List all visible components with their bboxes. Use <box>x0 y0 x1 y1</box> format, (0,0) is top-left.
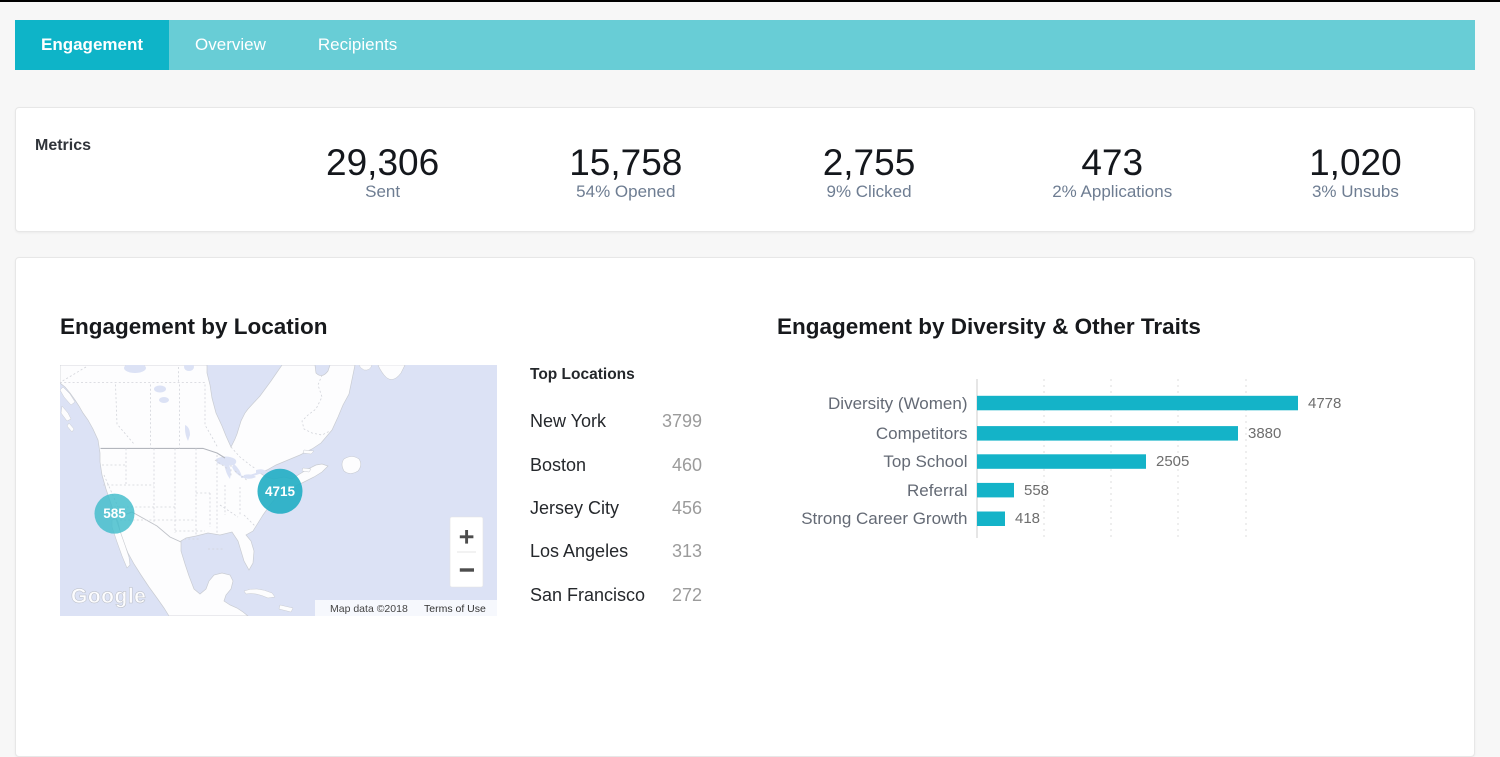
svg-text:4715: 4715 <box>265 484 296 499</box>
svg-text:Terms of Use: Terms of Use <box>424 603 486 615</box>
svg-text:Competitors: Competitors <box>876 424 968 443</box>
svg-text:Diversity (Women): Diversity (Women) <box>828 394 967 413</box>
svg-text:Referral: Referral <box>907 481 967 500</box>
svg-text:418: 418 <box>1015 510 1040 527</box>
svg-text:Google: Google <box>71 585 146 608</box>
svg-text:Map data ©2018: Map data ©2018 <box>330 603 408 615</box>
svg-text:2505: 2505 <box>1156 453 1189 470</box>
svg-text:558: 558 <box>1024 482 1049 499</box>
svg-text:4778: 4778 <box>1308 395 1341 412</box>
svg-text:585: 585 <box>103 506 126 521</box>
svg-text:Strong Career Growth: Strong Career Growth <box>801 509 967 528</box>
svg-text:3880: 3880 <box>1248 425 1281 442</box>
svg-text:Top School: Top School <box>883 452 967 471</box>
